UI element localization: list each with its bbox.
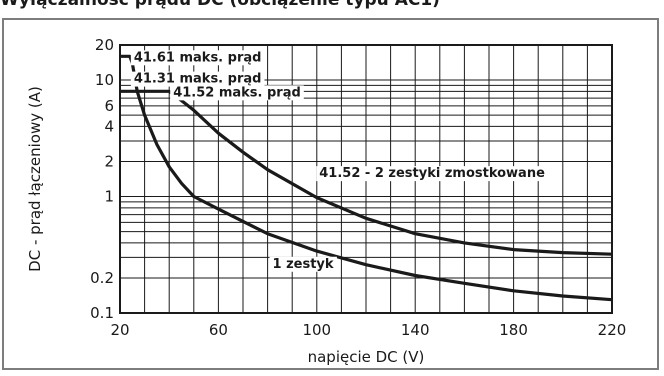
annotation-label-3: 41.52 maks. prąd [173,85,301,100]
chart-frame [2,18,659,370]
annotation-label-1: 41.61 maks. prąd [134,50,262,65]
series-label-1-background [269,256,337,272]
y-tick-label: 10 [95,71,114,89]
x-tick-label: 60 [209,321,228,339]
series-label-2: 41.52 - 2 zestyki zmostkowane [319,166,545,181]
annotation-label-1-background [130,50,265,66]
annotation-label-2: 41.31 maks. prąd [134,72,262,87]
annotation-label-3-group: 41.52 maks. prąd [170,85,304,101]
x-tick-label: 100 [302,321,331,339]
series-label-1: 1 zestyk [273,257,334,272]
y-tick-label: 0.2 [90,269,114,287]
x-axis-title: napięcie DC (V) [308,348,425,366]
x-tick-label: 180 [499,321,528,339]
y-tick-label: 20 [95,36,114,54]
y-axis-title: DC - prąd łączeniowy (A) [26,86,44,272]
annotation-label-2-background [130,71,265,87]
y-tick-label: 0.1 [90,304,114,322]
plot-area [119,44,613,314]
annotation-label-3-background [170,85,304,101]
y-tick-label: 2 [104,152,114,170]
annotation-label-1-group: 41.61 maks. prąd [130,50,265,66]
y-tick-label: 6 [104,97,114,115]
x-tick-label: 140 [401,321,430,339]
labels: 20 60 100 140 180 220 0.1 0.2 1 2 4 6 10 20 41.61 maks… [90,36,626,339]
page-title: Wyłączalność prądu DC (obciążenie typu A… [0,0,440,10]
annotation-label-2-group: 41.31 maks. prąd [130,71,265,87]
y-tick-label: 4 [104,117,114,135]
x-tick-label: 20 [110,321,129,339]
x-tick-label: 220 [598,321,627,339]
series-label-2-background [316,166,549,182]
series-label-2-group: 41.52 - 2 zestyki zmostkowane [316,166,549,182]
series-label-1-group: 1 zestyk [269,256,337,272]
y-tick-label: 1 [104,188,114,206]
